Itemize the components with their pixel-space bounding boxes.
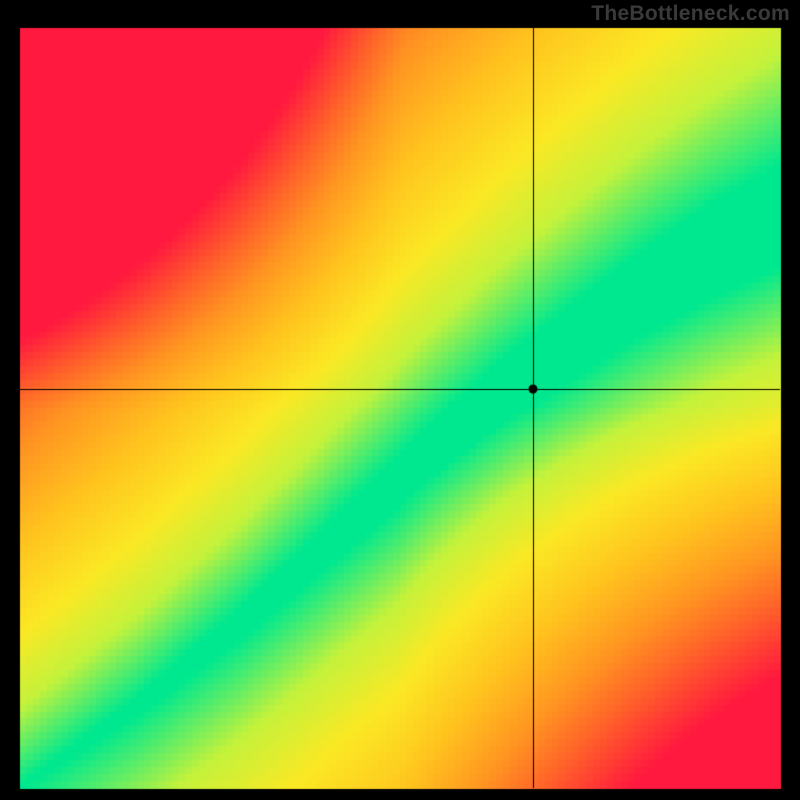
heatmap-canvas — [0, 0, 800, 800]
watermark-text: TheBottleneck.com — [591, 2, 790, 26]
chart-container: TheBottleneck.com — [0, 0, 800, 800]
